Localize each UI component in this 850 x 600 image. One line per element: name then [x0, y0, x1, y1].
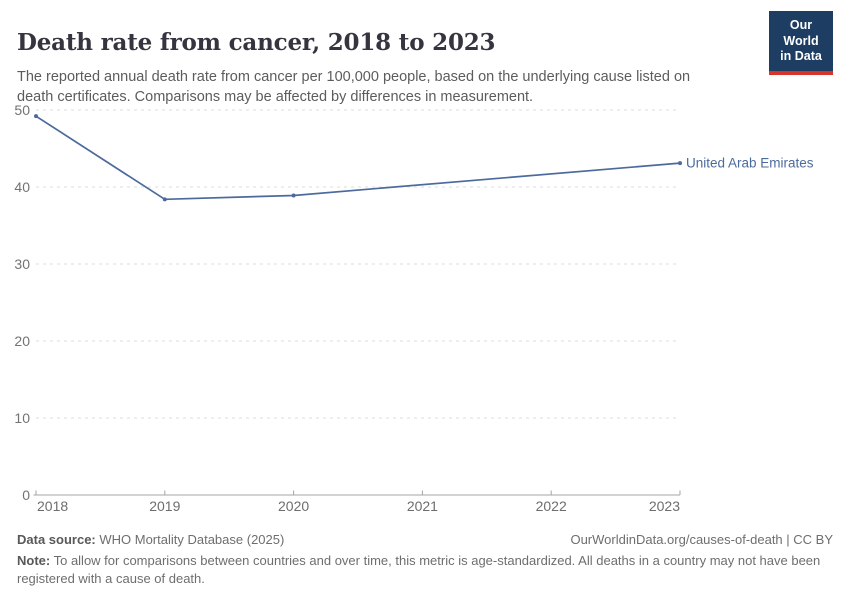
y-axis-tick-label: 40 — [14, 179, 30, 195]
entity-label[interactable]: United Arab Emirates — [686, 156, 814, 171]
x-axis-tick-label: 2023 — [649, 498, 680, 514]
chart-subtitle: The reported annual death rate from canc… — [17, 68, 691, 106]
data-point[interactable] — [34, 114, 38, 119]
note-line: Note: To allow for comparisons between c… — [17, 552, 833, 588]
y-axis-tick-label: 20 — [14, 333, 30, 349]
y-axis-tick-label: 30 — [14, 256, 30, 272]
data-source-label: Data source: — [17, 532, 96, 547]
data-point[interactable] — [162, 197, 167, 202]
owid-logo-line1: Our World — [783, 18, 819, 48]
data-source-text: WHO Mortality Database (2025) — [95, 532, 285, 547]
y-axis-tick-label: 0 — [22, 487, 30, 503]
note-label: Note: — [17, 552, 51, 568]
x-axis-tick-label: 2021 — [407, 498, 438, 514]
x-axis-tick-label: 2020 — [278, 498, 309, 514]
x-axis-tick-label: 2019 — [149, 498, 180, 514]
owid-logo: Our World in Data — [769, 11, 833, 75]
x-axis-tick-label: 2022 — [536, 498, 567, 514]
page-title: Death rate from cancer, 2018 to 2023 — [17, 29, 496, 57]
note-text: To allow for comparisons between countri… — [17, 552, 821, 586]
data-point[interactable] — [291, 193, 296, 198]
series-line[interactable] — [35, 115, 681, 201]
license-link[interactable]: OurWorldinData.org/causes-of-death | CC … — [570, 532, 833, 547]
y-axis-tick-label: 10 — [14, 410, 30, 426]
chart-footer: Data source: WHO Mortality Database (202… — [17, 531, 833, 588]
owid-logo-line2: in Data — [780, 49, 822, 64]
line-chart: 0 10 20 30 40 50 2018 2019 2020 2021 2022 2023 Unite… — [14, 102, 814, 514]
y-axis-tick-label: 50 — [14, 102, 30, 118]
data-point[interactable] — [678, 161, 682, 166]
data-source-line: Data source: WHO Mortality Database (202… — [17, 531, 284, 549]
x-axis-tick-label: 2018 — [37, 498, 68, 514]
